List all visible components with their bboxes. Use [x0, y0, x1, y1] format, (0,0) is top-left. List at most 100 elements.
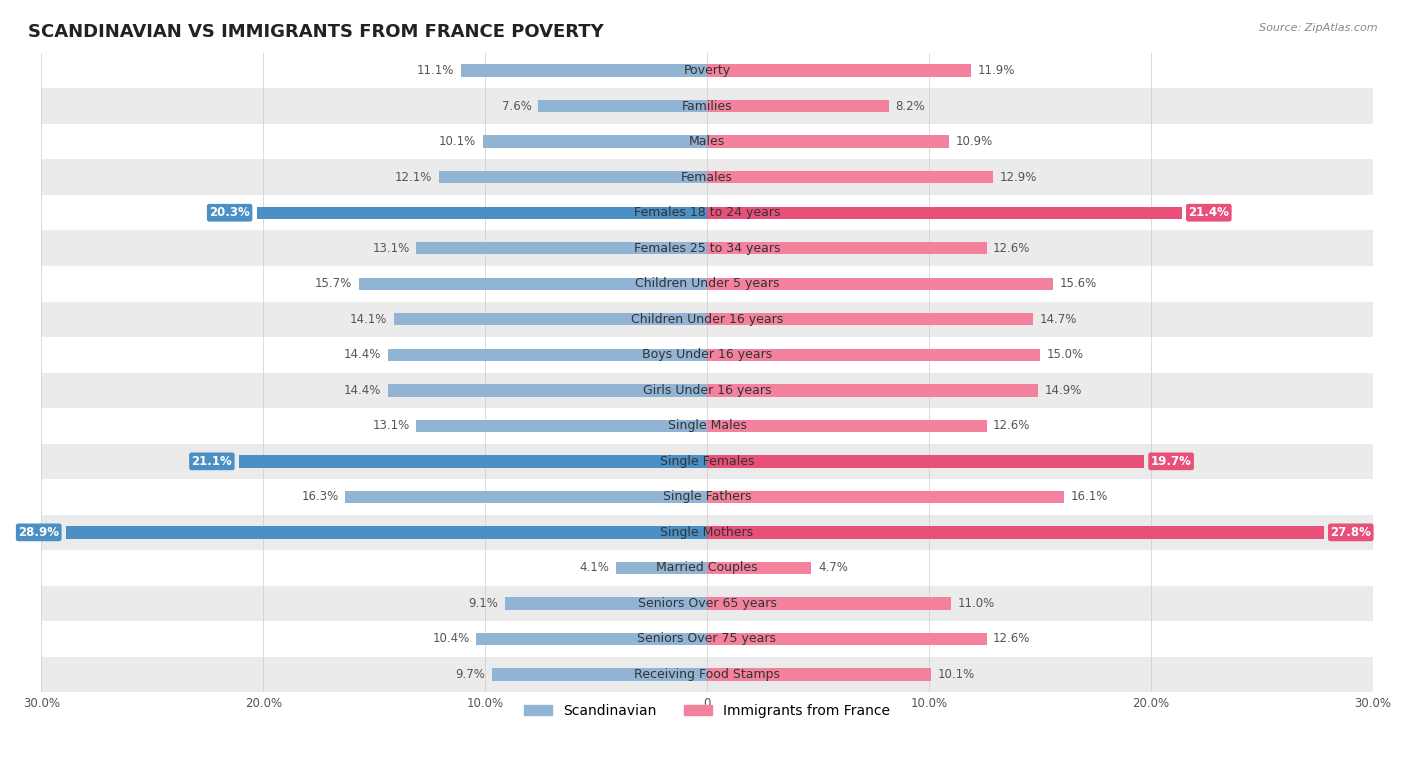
Bar — [707, 171, 993, 183]
Text: 15.6%: 15.6% — [1060, 277, 1097, 290]
Bar — [41, 372, 1372, 408]
Text: 11.1%: 11.1% — [416, 64, 454, 77]
Bar — [394, 313, 707, 325]
Bar — [388, 384, 707, 396]
Text: Children Under 5 years: Children Under 5 years — [634, 277, 779, 290]
Bar — [707, 277, 1053, 290]
Text: 4.1%: 4.1% — [579, 562, 609, 575]
Text: 14.4%: 14.4% — [343, 348, 381, 362]
Bar — [257, 206, 707, 219]
Text: 7.6%: 7.6% — [502, 99, 531, 113]
Text: Single Fathers: Single Fathers — [662, 490, 751, 503]
Bar — [707, 64, 972, 77]
Text: 13.1%: 13.1% — [373, 419, 409, 432]
Text: Children Under 16 years: Children Under 16 years — [631, 313, 783, 326]
Text: 14.1%: 14.1% — [350, 313, 388, 326]
Text: 12.6%: 12.6% — [993, 242, 1031, 255]
Text: Single Males: Single Males — [668, 419, 747, 432]
Bar — [461, 64, 707, 77]
Bar — [346, 490, 707, 503]
Text: 27.8%: 27.8% — [1330, 526, 1371, 539]
Text: Source: ZipAtlas.com: Source: ZipAtlas.com — [1260, 23, 1378, 33]
Bar — [41, 337, 1372, 372]
Bar — [707, 242, 987, 255]
Text: 10.1%: 10.1% — [938, 668, 974, 681]
Bar — [41, 586, 1372, 621]
Text: 14.9%: 14.9% — [1045, 384, 1081, 396]
Bar — [416, 420, 707, 432]
Text: Males: Males — [689, 135, 725, 149]
Bar — [707, 384, 1038, 396]
Bar — [707, 206, 1181, 219]
Bar — [505, 597, 707, 609]
Bar — [388, 349, 707, 361]
Bar — [41, 53, 1372, 89]
Text: Girls Under 16 years: Girls Under 16 years — [643, 384, 772, 396]
Text: Seniors Over 65 years: Seniors Over 65 years — [637, 597, 776, 610]
Text: Boys Under 16 years: Boys Under 16 years — [643, 348, 772, 362]
Text: 11.0%: 11.0% — [957, 597, 995, 610]
Text: SCANDINAVIAN VS IMMIGRANTS FROM FRANCE POVERTY: SCANDINAVIAN VS IMMIGRANTS FROM FRANCE P… — [28, 23, 603, 41]
Text: Females 25 to 34 years: Females 25 to 34 years — [634, 242, 780, 255]
Bar — [707, 100, 889, 112]
Text: Families: Families — [682, 99, 733, 113]
Text: 8.2%: 8.2% — [896, 99, 925, 113]
Text: Married Couples: Married Couples — [657, 562, 758, 575]
Bar — [707, 562, 811, 574]
Text: Females: Females — [681, 171, 733, 183]
Text: 12.6%: 12.6% — [993, 632, 1031, 645]
Bar — [41, 656, 1372, 692]
Bar — [41, 124, 1372, 159]
Bar — [359, 277, 707, 290]
Text: 12.6%: 12.6% — [993, 419, 1031, 432]
Bar — [707, 526, 1323, 539]
Text: 21.4%: 21.4% — [1188, 206, 1229, 219]
Bar — [41, 443, 1372, 479]
Text: 21.1%: 21.1% — [191, 455, 232, 468]
Bar — [41, 266, 1372, 302]
Bar — [41, 159, 1372, 195]
Text: 16.3%: 16.3% — [301, 490, 339, 503]
Text: 4.7%: 4.7% — [818, 562, 848, 575]
Text: Single Females: Single Females — [659, 455, 754, 468]
Text: 14.7%: 14.7% — [1040, 313, 1077, 326]
Bar — [41, 515, 1372, 550]
Bar — [239, 455, 707, 468]
Text: 15.7%: 15.7% — [315, 277, 352, 290]
Bar — [41, 621, 1372, 656]
Text: 12.9%: 12.9% — [1000, 171, 1038, 183]
Text: Seniors Over 75 years: Seniors Over 75 years — [637, 632, 776, 645]
Text: 9.1%: 9.1% — [468, 597, 499, 610]
Text: 28.9%: 28.9% — [18, 526, 59, 539]
Bar — [66, 526, 707, 539]
Bar — [41, 195, 1372, 230]
Bar — [707, 455, 1144, 468]
Text: 12.1%: 12.1% — [395, 171, 432, 183]
Bar — [707, 597, 950, 609]
Text: 10.9%: 10.9% — [956, 135, 993, 149]
Bar — [482, 136, 707, 148]
Legend: Scandinavian, Immigrants from France: Scandinavian, Immigrants from France — [519, 698, 896, 724]
Text: 11.9%: 11.9% — [977, 64, 1015, 77]
Text: Single Mothers: Single Mothers — [661, 526, 754, 539]
Bar — [538, 100, 707, 112]
Bar — [707, 420, 987, 432]
Bar — [41, 230, 1372, 266]
Text: 13.1%: 13.1% — [373, 242, 409, 255]
Text: 14.4%: 14.4% — [343, 384, 381, 396]
Text: 10.4%: 10.4% — [433, 632, 470, 645]
Bar — [707, 136, 949, 148]
Text: 9.7%: 9.7% — [456, 668, 485, 681]
Bar — [492, 669, 707, 681]
Bar — [616, 562, 707, 574]
Bar — [416, 242, 707, 255]
Text: 16.1%: 16.1% — [1071, 490, 1108, 503]
Text: 19.7%: 19.7% — [1150, 455, 1191, 468]
Bar — [707, 349, 1040, 361]
Bar — [41, 550, 1372, 586]
Bar — [707, 633, 987, 645]
Text: 20.3%: 20.3% — [209, 206, 250, 219]
Bar — [41, 479, 1372, 515]
Text: 15.0%: 15.0% — [1046, 348, 1084, 362]
Text: Females 18 to 24 years: Females 18 to 24 years — [634, 206, 780, 219]
